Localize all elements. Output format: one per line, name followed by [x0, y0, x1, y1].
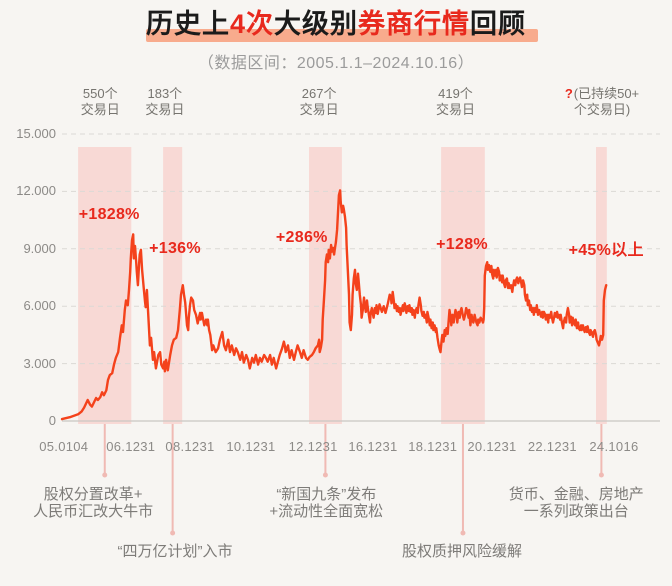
index-line: [60, 189, 608, 421]
x-tick-label: 22.1231: [527, 439, 577, 454]
gain-label: +128%: [436, 235, 488, 253]
trading-days-label: 419个 交易日: [395, 86, 515, 118]
title-highlight-bar: [146, 29, 538, 42]
footnote-line: 人民币汇改大牛市: [33, 503, 154, 520]
y-tick-label: 0: [48, 413, 56, 428]
subtitle-data-range: （数据区间：2005.1.1–2024.10.16）: [197, 55, 475, 72]
page-title: 历史上4次大级别券商行情回顾: [0, 8, 672, 40]
gain-label: +286%: [275, 229, 328, 247]
x-tick-label: 16.1231: [348, 439, 398, 454]
footnote-line: “新国九条”发布: [276, 486, 377, 503]
x-tick-label: 12.1231: [288, 439, 338, 454]
x-tick-label: 24.1016: [589, 439, 639, 454]
trading-days-label: 550个 交易日: [40, 86, 160, 118]
footnote-line: +流动性全面宽松: [269, 503, 384, 520]
highlight-band: [163, 147, 183, 424]
trading-days-label: 267个 交易日: [259, 86, 379, 118]
trading-days-label: ?(已持续50+ 个交易日): [542, 86, 662, 118]
y-tick-label: 15.000: [16, 126, 56, 141]
trading-days-line: 550个: [82, 86, 118, 101]
x-tick-label: 08.1231: [165, 439, 215, 454]
trading-days-line: 交易日: [435, 102, 475, 117]
trading-days-line: 267个: [301, 86, 337, 101]
trading-days-line: 419个: [438, 86, 473, 101]
y-tick-label: 3.000: [23, 355, 56, 371]
trading-days-line: 183个: [147, 86, 183, 101]
x-tick-label: 10.1231: [226, 439, 276, 454]
trading-days-line: 个交易日): [573, 102, 631, 117]
footnote-line: 股权质押风险缓解: [402, 543, 523, 560]
trading-days-line: 交易日: [145, 102, 185, 117]
title-part-1: 历史上: [145, 9, 230, 39]
question-mark: ?: [564, 86, 573, 101]
footnote-line: 一系列政策出台: [523, 503, 629, 520]
title-part-4: 券商行情: [358, 9, 471, 39]
event-footnote: 股权分置改革+ 人民币汇改大牛市: [5, 486, 181, 520]
x-tick-label: 06.1231: [106, 439, 156, 454]
trading-days-label: 183个 交易日: [105, 86, 225, 118]
highlight-band: [441, 147, 485, 424]
highlight-band: [596, 147, 607, 424]
event-footnote: “四万亿计划”入市: [87, 543, 263, 560]
y-tick-label: 12.000: [16, 183, 56, 199]
gain-label: +1828%: [78, 206, 140, 224]
band-connector-dot: [170, 530, 176, 536]
band-connector-dot: [460, 530, 466, 536]
band-connector-dot: [322, 472, 328, 478]
x-tick-label: 05.0104: [39, 439, 89, 454]
x-tick-label: 18.1231: [408, 439, 458, 454]
title-part-3: 大级别: [274, 9, 359, 39]
trading-days-line: ?(已持续50+: [564, 86, 640, 101]
footnote-line: 股权分置改革+: [43, 486, 143, 503]
event-footnote: 货币、金融、房地产 一系列政策出台: [488, 486, 664, 520]
event-footnote: “新国九条”发布 +流动性全面宽松: [238, 486, 414, 520]
footnote-line: “四万亿计划”入市: [117, 543, 233, 560]
trading-days-line: 交易日: [299, 102, 339, 117]
x-tick-label: 20.1231: [467, 439, 517, 454]
event-footnote: 股权质押风险缓解: [374, 543, 550, 560]
gain-label: +136%: [149, 239, 201, 257]
y-tick-label: 9.000: [23, 240, 56, 256]
gain-label: +45%以上: [568, 241, 644, 259]
footnote-line: 货币、金融、房地产: [508, 486, 644, 503]
title-part-2: 4次: [229, 9, 275, 39]
y-tick-label: 6.000: [23, 298, 56, 314]
band-connector-dot: [598, 472, 604, 478]
highlight-band: [78, 147, 132, 424]
band-connector-dot: [102, 472, 108, 478]
title-part-5: 回顾: [470, 9, 527, 39]
trading-days-line: 交易日: [80, 102, 120, 117]
